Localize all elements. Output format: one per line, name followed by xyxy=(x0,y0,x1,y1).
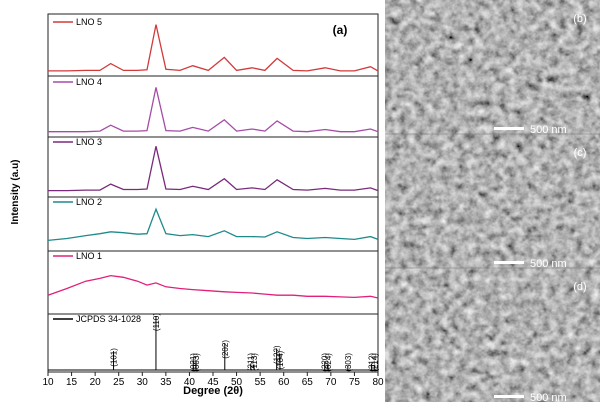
reference-label: (003) xyxy=(192,353,201,372)
reference-label: (024) xyxy=(324,353,333,372)
y-axis-label: Intensity (a.u) xyxy=(10,159,21,224)
reference-label: (214) xyxy=(371,353,380,372)
figure: (a) Degree (2θ) Intensity (a.u) 10152025… xyxy=(0,0,600,402)
legend-label: JCPDS 34-1028 xyxy=(76,314,141,324)
reference-label: (113) xyxy=(250,353,259,371)
reference-label: (303) xyxy=(344,353,353,372)
reference-label: (104) xyxy=(276,350,285,369)
legend-label: LNO 1 xyxy=(76,251,102,261)
image-label: (c) xyxy=(574,147,587,159)
legend-label: LNO 3 xyxy=(76,137,102,147)
x-tick-label: 60 xyxy=(278,377,290,388)
panel-label: (a) xyxy=(333,23,348,37)
x-tick-label: 80 xyxy=(372,377,384,388)
x-tick-label: 35 xyxy=(160,377,172,388)
x-tick-label: 25 xyxy=(113,377,125,388)
reference-label: (202) xyxy=(221,340,230,359)
reference-label: (101) xyxy=(110,348,119,367)
image-label: (b) xyxy=(573,13,586,25)
xrd-line xyxy=(48,146,378,190)
x-tick-label: 70 xyxy=(325,377,337,388)
x-tick-label: 10 xyxy=(42,377,54,388)
x-tick-label: 15 xyxy=(66,377,78,388)
sem-texture xyxy=(385,0,600,402)
x-tick-label: 30 xyxy=(137,377,149,388)
xrd-line xyxy=(48,276,378,298)
x-tick-label: 40 xyxy=(184,377,196,388)
x-tick-label: 20 xyxy=(90,377,102,388)
image-label: (d) xyxy=(573,281,586,293)
x-tick-label: 50 xyxy=(231,377,243,388)
xrd-line xyxy=(48,87,378,131)
scale-bar-label: 500 nm xyxy=(530,392,567,402)
x-tick-label: 75 xyxy=(349,377,361,388)
scale-bar xyxy=(494,261,524,264)
x-tick-label: 45 xyxy=(207,377,219,388)
legend-label: LNO 5 xyxy=(76,17,102,27)
xrd-line xyxy=(48,209,378,240)
x-tick-label: 55 xyxy=(255,377,267,388)
reference-label: (110) xyxy=(152,313,161,331)
x-tick-label: 65 xyxy=(302,377,314,388)
scale-bar xyxy=(494,127,524,130)
legend-label: LNO 4 xyxy=(76,77,102,87)
scale-bar xyxy=(494,395,524,398)
xrd-line xyxy=(48,25,378,71)
legend-label: LNO 2 xyxy=(76,197,102,207)
